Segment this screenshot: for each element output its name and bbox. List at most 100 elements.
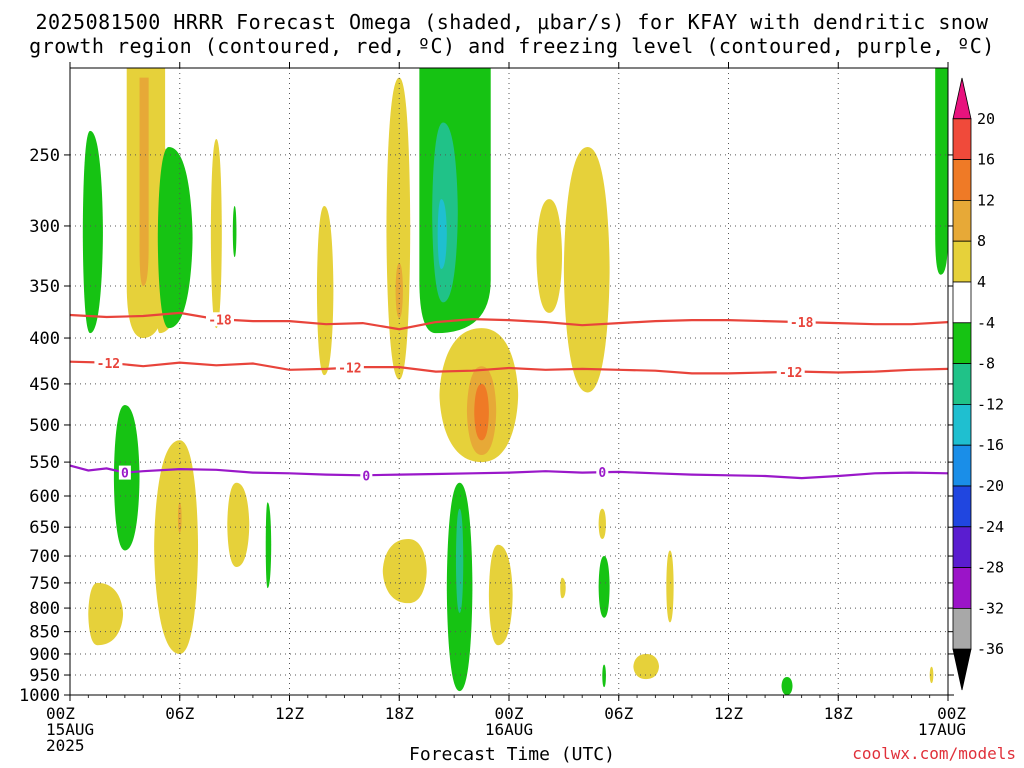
colorbar-segment [952,159,972,201]
colorbar-label: -24 [977,518,1004,536]
omega-region [82,130,103,334]
colorbar-label: -8 [977,355,995,373]
colorbar-bottom-arrow [952,648,972,691]
colorbar-top-arrow [952,77,972,120]
contour-line [69,311,949,331]
x-tick-label: 06Z [165,704,194,723]
omega-region [598,508,606,539]
x-tick-label: 00Z [495,704,524,723]
x-tick-label: 06Z [604,704,633,723]
colorbar-label: -28 [977,559,1004,577]
x-tick-sublabel: 17AUG [918,720,966,739]
omega-region [633,653,659,680]
y-tick-label: 650 [29,518,60,538]
temperature-contours: -18 -18 -12 -12 -12 0 0 0 [69,311,949,484]
omega-region [455,508,464,613]
omega-region [265,502,272,589]
x-axis-label: Forecast Time (UTC) [409,744,615,765]
y-tick-label: 750 [29,574,60,594]
colorbar-segment [952,526,972,568]
omega-region [227,482,250,568]
omega-region [666,550,674,623]
y-tick-label: 600 [29,487,60,507]
colorbar-label: -20 [977,477,1004,495]
chart-title-line1: 2025081500 HRRR Forecast Omega (shaded, … [35,10,989,34]
omega-region [935,68,948,275]
omega-region [386,77,411,380]
omega-region [560,577,566,599]
axes: 2503003504004505005506006507007508008509… [19,62,966,755]
omega-region [474,383,489,441]
contour-label-bg [118,465,131,480]
y-tick-label: 550 [29,453,60,473]
omega-region [382,538,427,604]
x-tick-sublabel: 15AUG [46,720,94,739]
omega-region [316,205,334,376]
y-tick-label: 500 [29,416,60,436]
omega-region [154,440,199,654]
omega-region [563,147,610,393]
omega-region [536,199,563,313]
colorbar-segment [952,322,972,364]
colorbar-segment [952,199,972,242]
omega-region [929,666,934,684]
omega-region [88,582,124,646]
omega-region [177,502,182,534]
omega-region [232,205,237,258]
omega-region [488,544,513,646]
contour-label-bg [94,355,123,370]
colorbar-segment [952,118,972,161]
y-tick-label: 350 [29,277,60,297]
credit-text: coolwx.com/models [852,744,1016,763]
contour-label: -12 [338,362,361,377]
chart-title-line2: growth region (contoured, red, ºC) and f… [29,34,995,58]
contour-label: 0 [362,469,370,484]
omega-region [781,677,793,695]
contour-label-bg [360,468,373,483]
omega-region [139,77,149,287]
colorbar: 20 16 12 8 4 -4 -8 -12 -16 -20 -24 -28 -32 -36 [952,77,1004,691]
colorbar-segment [952,281,972,324]
contour-line [69,464,949,480]
colorbar-segment [952,240,972,283]
contour-label-bg [335,360,364,375]
contour-label: -18 [208,313,232,328]
x-tick-sublabel: 2025 [46,736,85,755]
colorbar-label: -36 [977,640,1004,658]
colorbar-label: 4 [977,273,986,291]
x-tick-label: 00Z [46,704,75,723]
contour-label: 0 [121,467,129,482]
contour-label-bg [205,312,234,327]
colorbar-segment [952,403,972,446]
contour-label-bg [596,465,609,480]
x-tick-label: 12Z [275,704,304,723]
y-tick-label: 900 [29,645,60,665]
x-tick-label: 18Z [385,704,414,723]
colorbar-label: -4 [977,314,995,332]
contour-label-bg [776,364,805,379]
y-tick-label: 450 [29,375,60,395]
contour-label: 0 [598,466,606,481]
colorbar-label: 16 [977,151,995,169]
contour-label-bg [787,315,816,330]
y-tick-label: 800 [29,599,60,619]
omega-region [210,139,222,329]
contour-label: -12 [97,357,120,372]
omega-region [437,199,447,269]
y-tick-label: 250 [29,146,60,166]
x-tick-label: 18Z [824,704,853,723]
colorbar-segment [952,444,972,487]
colorbar-label: -16 [977,436,1004,454]
y-tick-label: 400 [29,329,60,349]
colorbar-label: 8 [977,232,986,250]
omega-region [598,556,610,618]
omega-shading [82,68,948,695]
y-tick-label: 700 [29,547,60,567]
x-tick-sublabel: 16AUG [485,720,533,739]
contour-label: -12 [779,366,802,381]
colorbar-segment [952,485,972,528]
colorbar-label: 20 [977,110,995,128]
colorbar-segment [952,567,972,609]
colorbar-label: -32 [977,599,1004,617]
